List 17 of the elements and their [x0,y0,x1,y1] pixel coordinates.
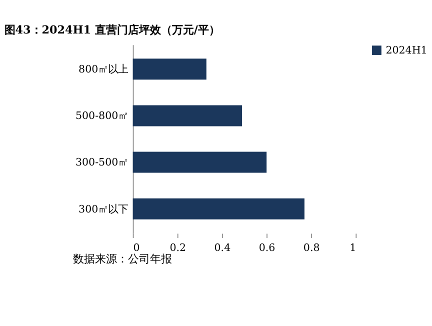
x-tick-label: 0.6 [258,242,276,254]
legend-label: 2024H1 [386,44,428,57]
y-tick-label: 500-800㎡ [75,110,128,122]
x-tick-label: 0.2 [170,242,186,254]
x-tick-label: 1 [350,242,356,254]
x-tick-label: 0.8 [303,242,320,254]
source-note: 数据来源：公司年报 [72,252,172,266]
y-tick-label: 300-500㎡ [75,156,128,169]
bar [132,198,304,220]
x-tick-label: 0 [133,242,140,254]
chart-title: 图43：2024H1 直营门店坪效（万元/平） [4,24,220,37]
y-tick-label: 300㎡以下 [78,203,128,216]
bar [132,105,242,126]
x-tick-label: 0.4 [214,242,232,254]
bar [132,152,267,173]
y-tick-label: 800㎡以上 [78,64,128,76]
bar [132,58,206,80]
